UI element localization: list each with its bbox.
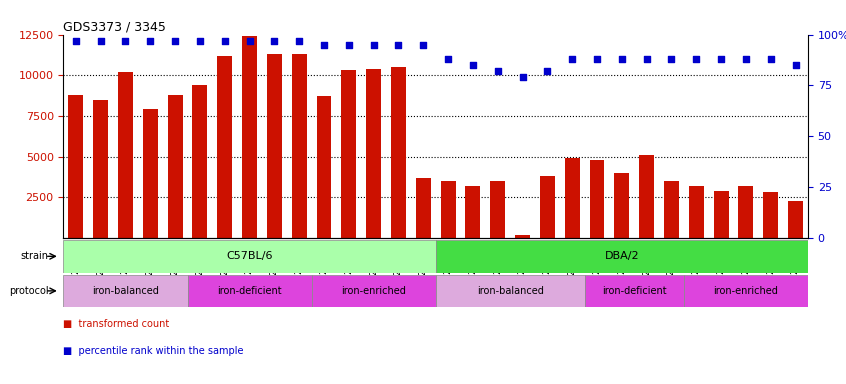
Bar — [491, 181, 505, 238]
Point — [118, 38, 132, 44]
Bar — [217, 56, 232, 238]
Bar — [416, 178, 431, 238]
Bar — [93, 100, 108, 238]
Bar — [292, 54, 306, 238]
Point — [491, 68, 504, 74]
Bar — [684, 275, 808, 307]
Bar — [664, 181, 678, 238]
Text: iron-deficient: iron-deficient — [217, 286, 282, 296]
Text: GDS3373 / 3345: GDS3373 / 3345 — [63, 20, 167, 33]
Point — [442, 56, 455, 62]
Bar — [614, 173, 629, 238]
Point — [94, 38, 107, 44]
Point — [565, 56, 579, 62]
Bar — [739, 186, 753, 238]
Bar — [391, 67, 406, 238]
Point — [416, 42, 430, 48]
Bar — [763, 192, 778, 238]
Bar — [436, 240, 808, 273]
Bar — [63, 240, 436, 273]
Point — [788, 62, 802, 68]
Point — [689, 56, 703, 62]
Point — [714, 56, 728, 62]
Point — [764, 56, 777, 62]
Point — [640, 56, 653, 62]
Bar — [714, 191, 728, 238]
Bar — [143, 109, 157, 238]
Bar — [585, 275, 684, 307]
Point — [615, 56, 629, 62]
Point — [218, 38, 232, 44]
Text: protocol: protocol — [9, 286, 48, 296]
Text: C57BL/6: C57BL/6 — [227, 251, 272, 262]
Bar — [316, 96, 332, 238]
Bar — [465, 186, 481, 238]
Point — [243, 38, 256, 44]
Bar — [565, 158, 580, 238]
Text: iron-balanced: iron-balanced — [476, 286, 544, 296]
Bar — [540, 176, 555, 238]
Bar — [311, 275, 436, 307]
Text: ■  percentile rank within the sample: ■ percentile rank within the sample — [63, 346, 244, 356]
Point — [367, 42, 381, 48]
Point — [466, 62, 480, 68]
Point — [293, 38, 306, 44]
Bar — [441, 181, 455, 238]
Point — [267, 38, 281, 44]
Text: iron-enriched: iron-enriched — [713, 286, 778, 296]
Bar — [342, 70, 356, 238]
Bar — [366, 69, 381, 238]
Point — [392, 42, 405, 48]
Bar — [168, 95, 183, 238]
Point — [193, 38, 206, 44]
Bar — [118, 72, 133, 238]
Point — [591, 56, 604, 62]
Point — [665, 56, 678, 62]
Bar — [242, 36, 257, 238]
Text: iron-balanced: iron-balanced — [92, 286, 159, 296]
Point — [317, 42, 331, 48]
Bar — [436, 275, 585, 307]
Text: ■  transformed count: ■ transformed count — [63, 319, 170, 329]
Bar — [689, 186, 704, 238]
Text: strain: strain — [20, 251, 48, 262]
Point — [69, 38, 83, 44]
Point — [541, 68, 554, 74]
Bar — [788, 200, 803, 238]
Bar — [188, 275, 311, 307]
Bar — [267, 54, 282, 238]
Point — [739, 56, 753, 62]
Bar — [640, 155, 654, 238]
Bar — [69, 95, 83, 238]
Bar — [63, 275, 188, 307]
Bar — [193, 85, 207, 238]
Text: iron-enriched: iron-enriched — [341, 286, 406, 296]
Point — [144, 38, 157, 44]
Point — [168, 38, 182, 44]
Point — [516, 74, 530, 80]
Text: DBA/2: DBA/2 — [605, 251, 639, 262]
Bar — [515, 235, 530, 238]
Bar — [590, 160, 604, 238]
Point — [342, 42, 355, 48]
Text: iron-deficient: iron-deficient — [602, 286, 667, 296]
